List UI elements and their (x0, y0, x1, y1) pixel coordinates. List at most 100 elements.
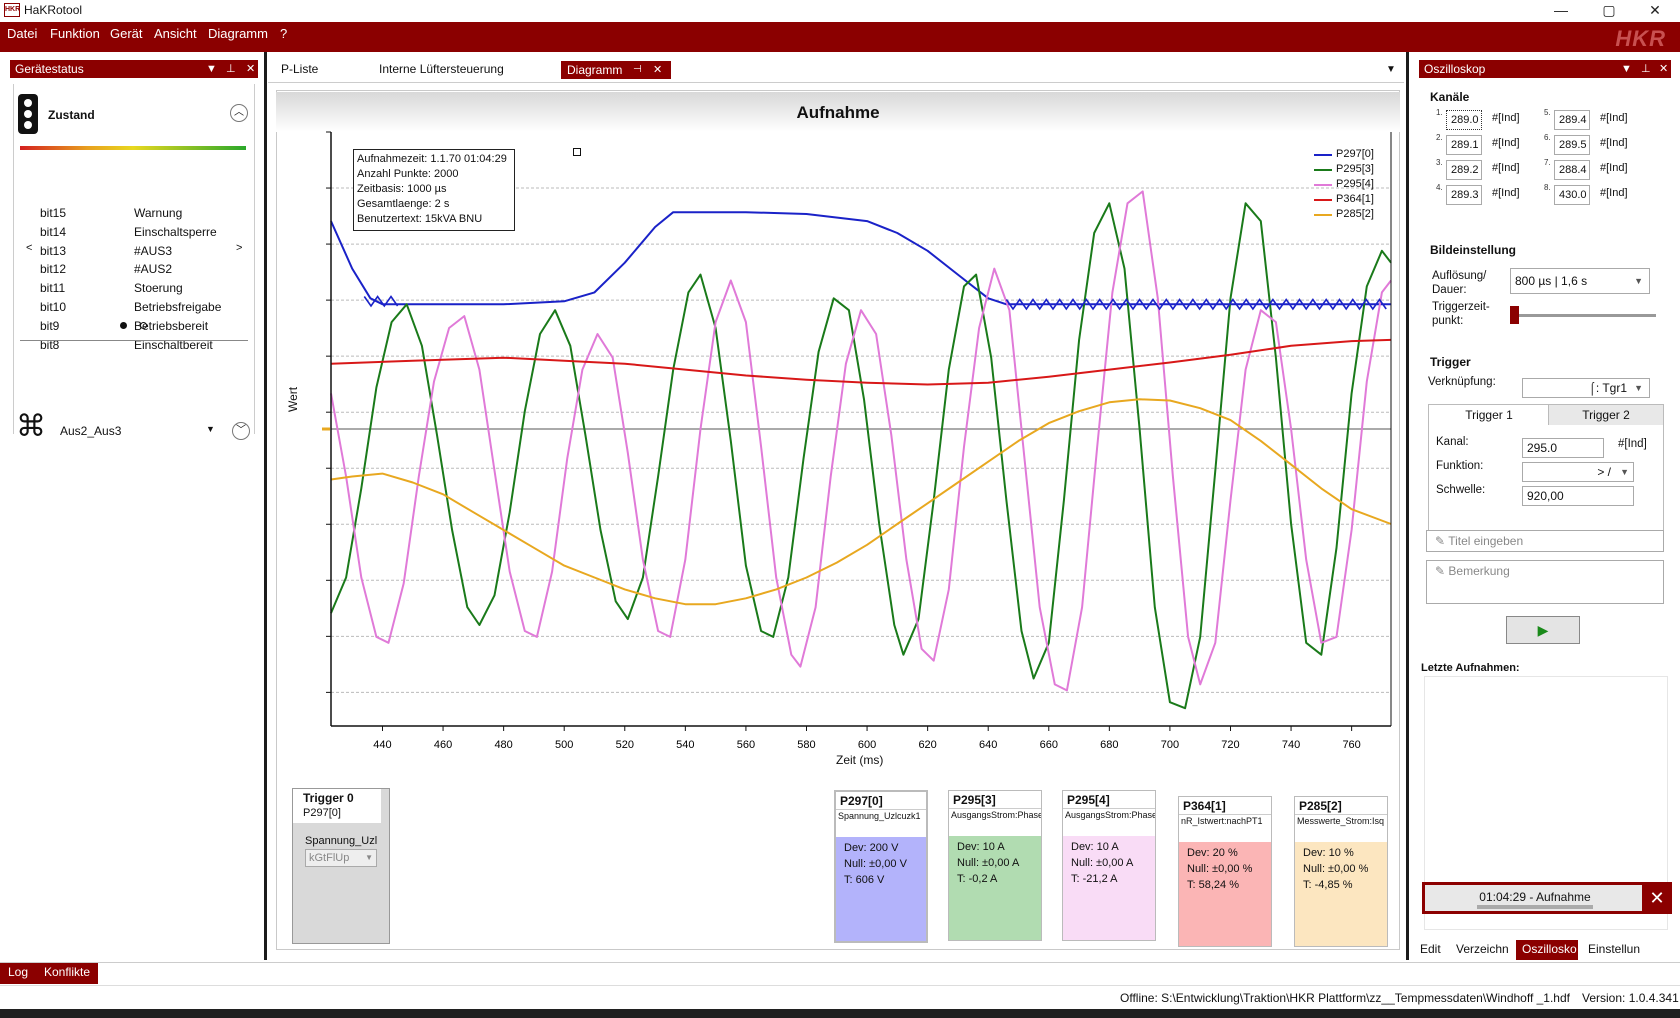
page-dot-active[interactable] (120, 322, 127, 329)
tab-log[interactable]: Log (0, 963, 37, 984)
channel-number: 2. (1436, 133, 1443, 142)
channel-card[interactable]: P295[3] AusgangsStrom:PhaseU Dev: 10 A Null… (948, 790, 1042, 941)
channel-number: 8. (1544, 183, 1551, 192)
device-dropdown-icon[interactable]: ▼ (206, 424, 215, 434)
panel-menu-icon[interactable]: ▼ (206, 63, 217, 75)
page-dot[interactable] (140, 322, 147, 329)
legend-swatch (1314, 214, 1332, 216)
nav-prev-icon[interactable]: < (26, 242, 33, 254)
channel-card-values: Dev: 10 % Null: ±0,00 % T: -4,85 % (1295, 842, 1387, 946)
chart-plot[interactable]: 440 460 480 500 520 540 560 580 600 620 640 660 680 7… (276, 130, 1400, 770)
bit-label: Warnung (134, 206, 183, 220)
tab-diagramm[interactable]: Diagramm ⊣ ✕ (561, 61, 671, 79)
tab-verzeichnis[interactable]: Verzeichn (1456, 942, 1509, 956)
tab-trigger-2[interactable]: Trigger 2 (1548, 405, 1663, 425)
tab-menu-icon[interactable]: ▼ (1386, 64, 1396, 75)
menu-bar: Datei Funktion Gerät Ansicht Diagramm ? … (0, 22, 1680, 52)
expand-down-icon[interactable]: ﹀ (232, 422, 250, 440)
menu-help[interactable]: ? (280, 26, 288, 41)
x-tick-label: 600 (858, 739, 876, 751)
bit-label: Einschaltbereit (134, 337, 213, 352)
channel-unit: #[Ind] (1492, 187, 1520, 199)
maximize-button[interactable]: ▢ (1602, 2, 1616, 18)
bit-label: #AUS3 (134, 243, 173, 258)
menu-diagramm[interactable]: Diagramm (208, 26, 268, 41)
menu-datei[interactable]: Datei (7, 26, 38, 41)
channel-card[interactable]: P364[1] nR_Istwert:nachPT1 Dev: 20 % Null: … (1178, 796, 1272, 947)
channel-input[interactable]: 289.1 (1446, 135, 1482, 155)
collapse-up-icon[interactable]: ︿ (230, 104, 248, 122)
channel-unit: #[Ind] (1492, 137, 1520, 149)
channel-card[interactable]: P295[4] AusgangsStrom:PhaseV Dev: 10 A Null… (1062, 790, 1156, 941)
bild-label: Bildeinstellung (1430, 243, 1517, 257)
channel-input[interactable]: 289.2 (1446, 160, 1482, 180)
x-tick-label: 540 (676, 739, 694, 751)
channel-card-desc: Messwerte_Strom:Isq (1295, 814, 1387, 842)
channel-input[interactable]: 430.0 (1554, 185, 1590, 205)
trigger-card[interactable]: Trigger 0 P297[0] Spannung_Uzl kGtFlUp ▼ (292, 788, 390, 944)
series-line (330, 190, 1392, 692)
channel-input[interactable]: 289.3 (1446, 185, 1482, 205)
menu-funktion[interactable]: Funktion (50, 26, 100, 41)
window-title: HaKRotool (24, 3, 83, 17)
legend-swatch (1314, 154, 1332, 156)
splitter-right[interactable] (1406, 52, 1409, 960)
minimize-button[interactable]: — (1554, 2, 1568, 18)
menu-ansicht[interactable]: Ansicht (154, 26, 197, 41)
legend-item[interactable]: P285[2] (1336, 208, 1374, 220)
legend-item[interactable]: P295[4] (1336, 178, 1374, 190)
channel-input[interactable]: 288.4 (1554, 160, 1590, 180)
title-input[interactable]: ✎ Titel eingeben (1426, 530, 1664, 552)
tab-einstellungen[interactable]: Einstellun (1588, 942, 1641, 956)
channel-card-name: P295[3] (953, 793, 996, 807)
triggerzeit-slider-handle[interactable] (1510, 306, 1519, 324)
menu-geraet[interactable]: Gerät (110, 26, 143, 41)
x-tick-label: 720 (1221, 739, 1239, 751)
channel-card[interactable]: P285[2] Messwerte_Strom:Isq Dev: 10 % Null:… (1294, 796, 1388, 947)
close-tab-icon[interactable]: ✕ (653, 64, 663, 76)
legend-item[interactable]: P364[1] (1336, 193, 1374, 205)
close-icon[interactable]: ✕ (246, 63, 256, 75)
pin-icon[interactable]: ⊥ (1641, 63, 1651, 75)
tab-trigger-1[interactable]: Trigger 1 (1430, 405, 1548, 425)
tab-p-liste[interactable]: P-Liste (281, 62, 319, 76)
channel-unit: #[Ind] (1600, 112, 1628, 124)
nav-next-icon[interactable]: > (236, 242, 243, 254)
start-recording-button[interactable]: ▶ (1506, 616, 1580, 644)
close-window-button[interactable]: ✕ (1649, 2, 1661, 18)
kanal-input[interactable]: 295.0 (1522, 438, 1604, 458)
close-icon[interactable]: ✕ (1659, 63, 1669, 75)
bit-label: Einschaltsperre (134, 224, 217, 239)
delete-recording-icon[interactable]: ✕ (1642, 882, 1672, 914)
tab-oszilloskop[interactable]: Oszillosko (1516, 940, 1578, 960)
cursor-marker-icon[interactable] (573, 148, 581, 156)
funktion-select[interactable]: > / ▼ (1522, 462, 1634, 482)
legend-swatch (1314, 169, 1332, 171)
channel-card-desc: AusgangsStrom:PhaseU (949, 808, 1041, 836)
tab-edit[interactable]: Edit (1420, 942, 1441, 956)
legend-item[interactable]: P295[3] (1336, 163, 1374, 175)
schwelle-input[interactable]: 920,00 (1522, 486, 1634, 506)
trigger-select[interactable]: kGtFlUp ▼ (305, 849, 377, 867)
edge-icon: ⌠ (1588, 381, 1596, 395)
aufloesung-select[interactable]: 800 µs | 1,6 s ▼ (1510, 268, 1650, 294)
channel-input[interactable]: 289.4 (1554, 110, 1590, 130)
channel-card[interactable]: P297[0] Spannung_Uzlcuzk1 Dev: 200 V Null: … (834, 790, 928, 943)
recording-item[interactable]: 01:04:29 - Aufnahme (1422, 882, 1648, 914)
info-line: Gesamtlaenge: 2 s (357, 198, 450, 210)
bottom-tabs: Log Konflikte (0, 962, 1680, 984)
legend-item[interactable]: P297[0] (1336, 148, 1374, 160)
triggerzeit-slider[interactable] (1510, 314, 1656, 317)
verknuepfung-select[interactable]: ⌠: Tgr1 ▼ (1522, 378, 1650, 398)
channel-card-desc: Spannung_Uzlcuzk1 (836, 809, 926, 837)
panel-menu-icon[interactable]: ▼ (1621, 63, 1632, 75)
channel-input[interactable]: 289.0 (1446, 110, 1482, 130)
chevron-down-icon: ▼ (1634, 383, 1643, 393)
bemerkung-input[interactable]: ✎ Bemerkung (1426, 560, 1664, 604)
splitter-left[interactable] (264, 52, 267, 960)
channel-input[interactable]: 289.5 (1554, 135, 1590, 155)
pin-icon[interactable]: ⊣ (633, 64, 642, 75)
pin-icon[interactable]: ⊥ (226, 63, 236, 75)
tab-interne-lueftersteuerung[interactable]: Interne Lüftersteuerung (379, 62, 504, 76)
tab-konflikte[interactable]: Konflikte (36, 963, 99, 984)
